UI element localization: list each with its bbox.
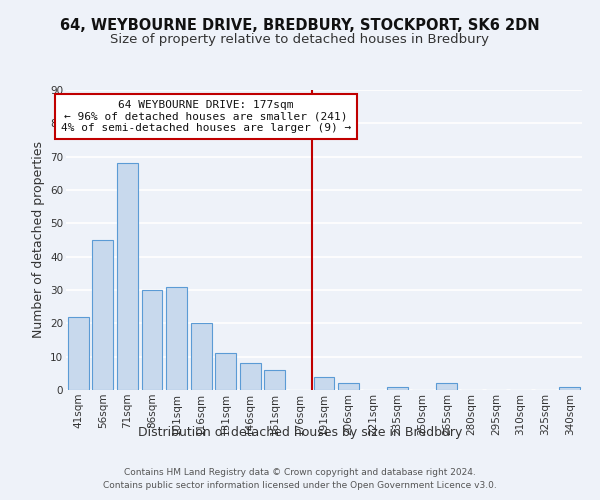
- Text: Size of property relative to detached houses in Bredbury: Size of property relative to detached ho…: [110, 32, 490, 46]
- Text: 64, WEYBOURNE DRIVE, BREDBURY, STOCKPORT, SK6 2DN: 64, WEYBOURNE DRIVE, BREDBURY, STOCKPORT…: [60, 18, 540, 32]
- Bar: [265, 370, 286, 390]
- Bar: [166, 286, 187, 390]
- Bar: [240, 364, 261, 390]
- Bar: [436, 384, 457, 390]
- Bar: [559, 386, 580, 390]
- Text: Distribution of detached houses by size in Bredbury: Distribution of detached houses by size …: [138, 426, 462, 439]
- Bar: [68, 316, 89, 390]
- Y-axis label: Number of detached properties: Number of detached properties: [32, 142, 44, 338]
- Bar: [215, 354, 236, 390]
- Bar: [338, 384, 359, 390]
- Bar: [314, 376, 334, 390]
- Bar: [191, 324, 212, 390]
- Text: Contains public sector information licensed under the Open Government Licence v3: Contains public sector information licen…: [103, 480, 497, 490]
- Bar: [117, 164, 138, 390]
- Text: Contains HM Land Registry data © Crown copyright and database right 2024.: Contains HM Land Registry data © Crown c…: [124, 468, 476, 477]
- Bar: [142, 290, 163, 390]
- Bar: [92, 240, 113, 390]
- Bar: [387, 386, 408, 390]
- Text: 64 WEYBOURNE DRIVE: 177sqm
← 96% of detached houses are smaller (241)
4% of semi: 64 WEYBOURNE DRIVE: 177sqm ← 96% of deta…: [61, 100, 351, 133]
